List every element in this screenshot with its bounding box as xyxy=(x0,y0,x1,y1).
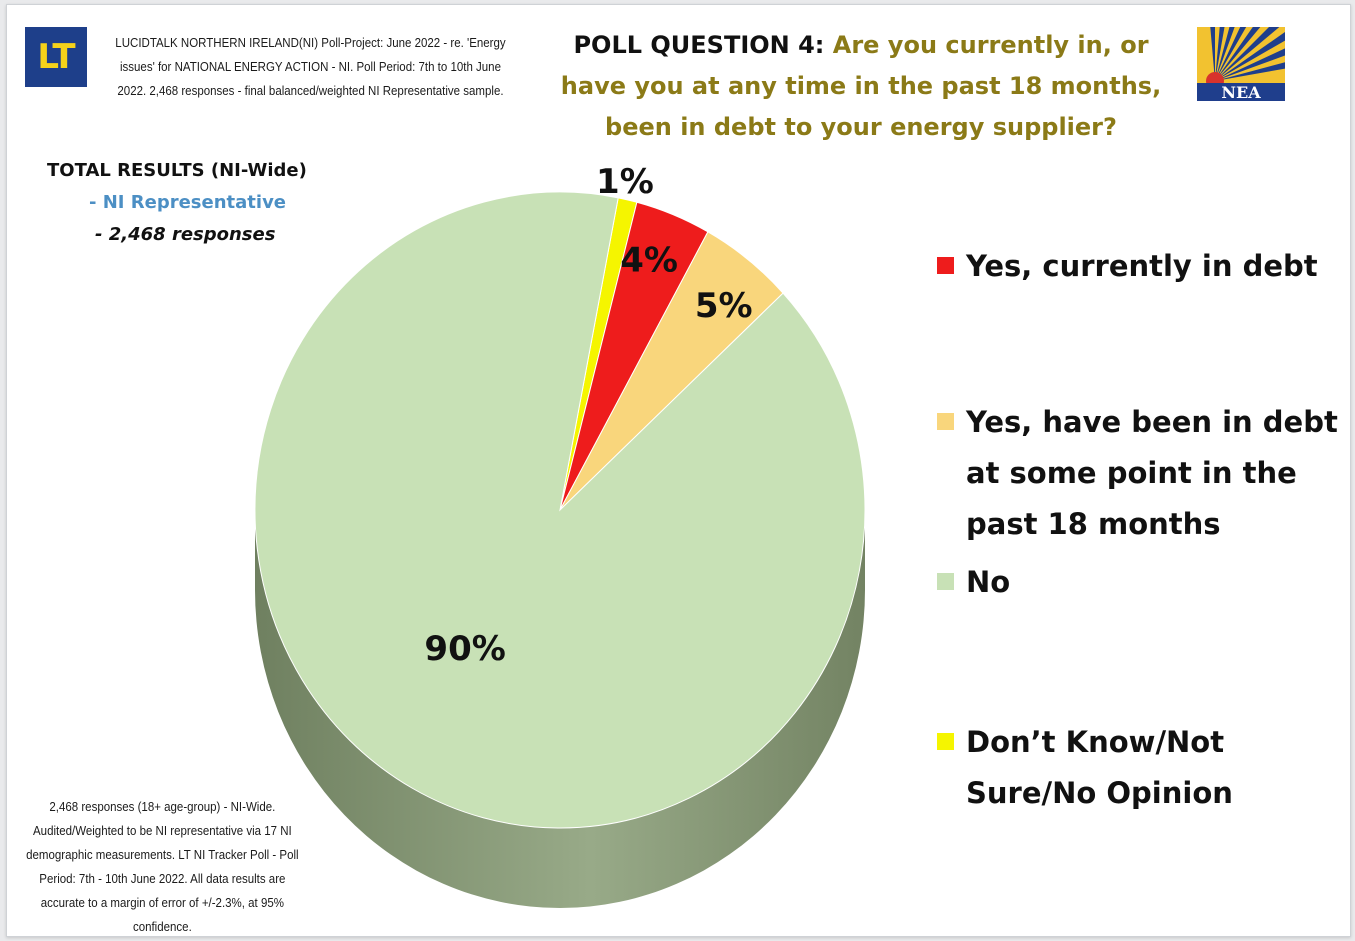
sunburst-ray xyxy=(1215,27,1225,81)
sunburst-ray xyxy=(1215,27,1247,81)
legend-item-no: No xyxy=(937,557,1346,608)
nea-logo: NEA xyxy=(1197,27,1285,101)
pie-slices xyxy=(254,191,866,829)
pie-3d-side xyxy=(255,510,865,908)
legend-swatch xyxy=(937,733,954,750)
pie-labels: 1% 4% 5% 90% xyxy=(424,162,752,669)
legend-label: No xyxy=(966,565,1011,599)
poll-question-text: Are you currently in, or have you at any… xyxy=(560,31,1162,141)
total-results-block: TOTAL RESULTS (NI-Wide) - NI Representat… xyxy=(47,155,327,251)
lucidtalk-logo-text: LT xyxy=(37,37,75,77)
legend-swatch xyxy=(937,573,954,590)
legend-item-yes-current: Yes, currently in debt xyxy=(937,241,1346,292)
slice-label-1: 4% xyxy=(620,240,678,280)
poll-question-number: POLL QUESTION 4: xyxy=(573,31,825,59)
pie-slice-3 xyxy=(254,191,866,829)
poll-question-title: POLL QUESTION 4: Are you currently in, o… xyxy=(547,25,1175,148)
legend-item-dont-know: Don’t Know/Not Sure/No Opinion xyxy=(937,717,1346,819)
legend-swatch xyxy=(937,257,954,274)
poll-project-note: LUCIDTALK NORTHERN IRELAND(NI) Poll-Proj… xyxy=(115,36,506,98)
pie-side-wall xyxy=(255,510,865,908)
slice-label-0: 1% xyxy=(596,162,654,202)
slice-label-3: 90% xyxy=(424,629,505,669)
total-results-heading: TOTAL RESULTS (NI-Wide) xyxy=(47,160,307,181)
sunburst-ray xyxy=(1215,62,1285,81)
response-count-label: - 2,468 responses xyxy=(95,224,276,245)
legend-item-yes-past: Yes, have been in debt at some point in … xyxy=(937,397,1346,550)
legend-label: Yes, have been in debt at some point in … xyxy=(966,405,1338,541)
legend-label: Don’t Know/Not Sure/No Opinion xyxy=(966,725,1233,810)
nea-logo-text: NEA xyxy=(1221,83,1261,101)
slice-label-2: 5% xyxy=(695,286,753,326)
legend-swatch xyxy=(937,413,954,430)
methodology-footnote: 2,468 responses (18+ age-group) - NI-Wid… xyxy=(26,800,299,934)
lucidtalk-logo: LT xyxy=(25,27,87,87)
ni-representative-label: - NI Representative xyxy=(89,192,287,213)
legend-label: Yes, currently in debt xyxy=(966,249,1318,283)
